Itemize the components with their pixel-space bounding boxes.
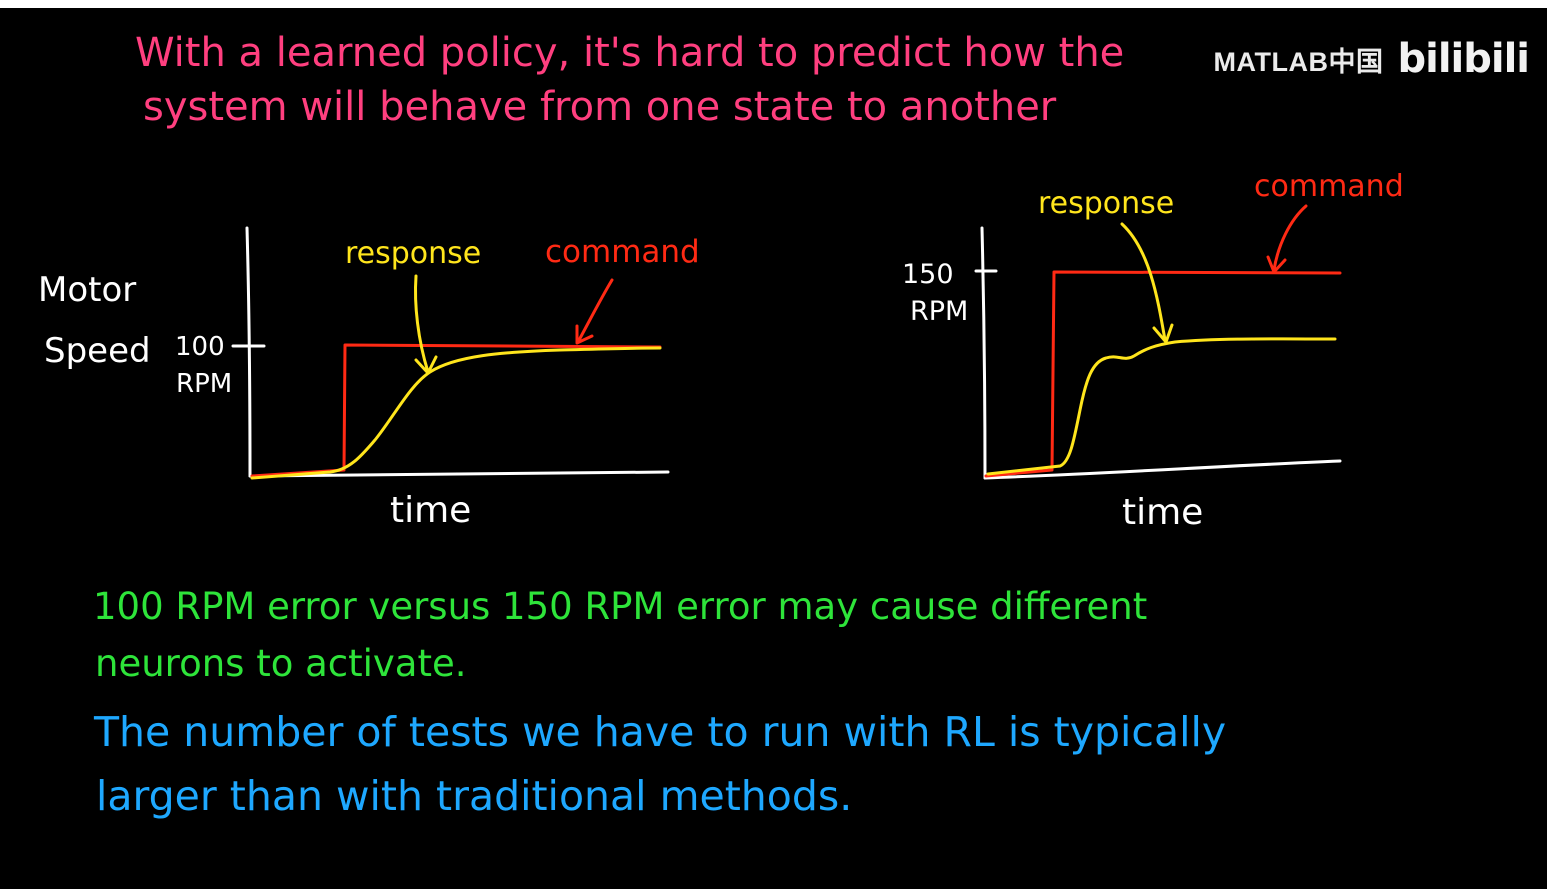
- green-note-line-2: neurons to activate.: [95, 642, 467, 685]
- left-command-arrow: [575, 278, 614, 345]
- left-command-label: command: [545, 234, 700, 270]
- left-response-arrow: [414, 274, 438, 375]
- right-response-label: response: [1038, 186, 1174, 221]
- green-note-line-1: 100 RPM error versus 150 RPM error may c…: [93, 585, 1147, 628]
- blue-note-line-1: The number of tests we have to run with …: [93, 708, 1226, 756]
- right-x-axis: [983, 459, 1342, 480]
- left-response-label: response: [345, 236, 481, 271]
- left-y-axis: [245, 226, 252, 478]
- bilibili-logo: bilibili: [1397, 36, 1530, 82]
- matlab-watermark: MATLAB中国: [1213, 46, 1384, 77]
- right-tick-unit: RPM: [910, 296, 968, 327]
- right-tick-value: 150: [902, 259, 954, 290]
- left-command-curve: [250, 343, 662, 478]
- left-x-label: time: [390, 490, 471, 531]
- right-x-label: time: [1122, 492, 1203, 533]
- header-line-1: With a learned policy, it's hard to pred…: [135, 30, 1124, 76]
- y-title-speed: Speed: [44, 331, 151, 371]
- watermark: MATLAB中国 bilibili: [1214, 36, 1530, 82]
- right-command-label: command: [1254, 169, 1404, 204]
- right-command-curve: [984, 270, 1342, 478]
- y-title-motor: Motor: [38, 270, 136, 310]
- header-line-2: system will behave from one state to ano…: [143, 84, 1057, 130]
- left-response-curve: [250, 346, 662, 480]
- right-y-axis: [980, 226, 987, 480]
- blue-note-line-2: larger than with traditional methods.: [96, 772, 852, 820]
- top-border: [0, 0, 1547, 8]
- left-tick-value: 100: [175, 332, 225, 362]
- right-response-arrow: [1120, 222, 1174, 344]
- right-response-curve: [986, 337, 1337, 476]
- right-command-arrow: [1266, 204, 1308, 274]
- right-diagram: response command 150 RPM time: [902, 169, 1404, 533]
- left-tick-unit: RPM: [176, 369, 232, 399]
- left-diagram: response command Motor Speed 100 RPM tim…: [38, 226, 700, 531]
